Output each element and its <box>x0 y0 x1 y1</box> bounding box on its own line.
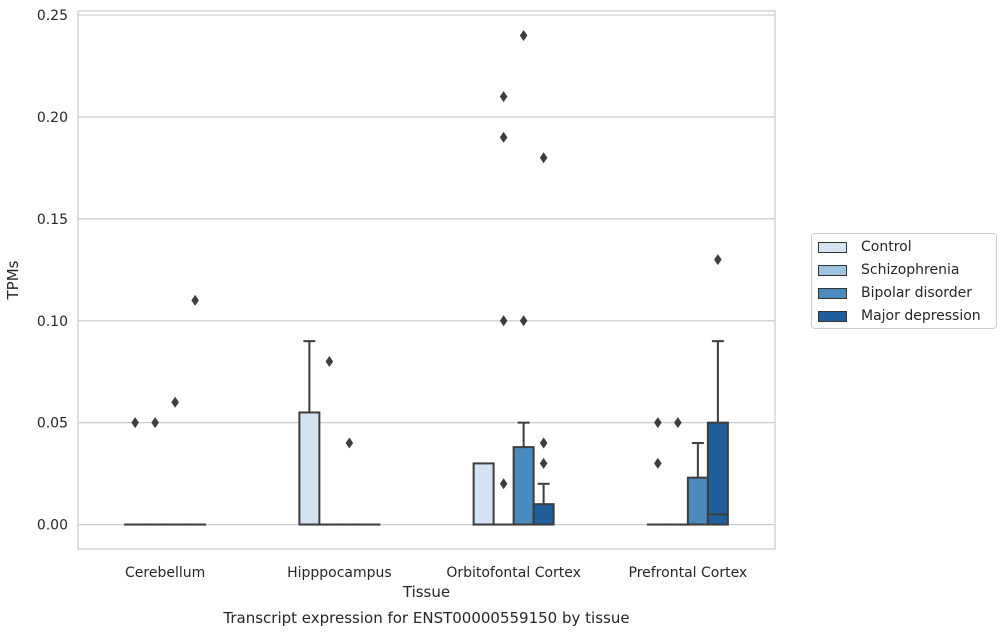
box-schizophrenia <box>492 91 515 526</box>
box-control <box>124 417 147 526</box>
y-tick-label: 0.00 <box>37 518 68 534</box>
y-tick-label: 0.25 <box>37 8 68 24</box>
box-schizophrenia <box>144 417 167 526</box>
legend: Control Schizophrenia Bipolar disorder M… <box>811 233 997 329</box>
outlier-marker <box>519 29 528 41</box>
box-bipolar-disorder <box>512 29 535 526</box>
box-control <box>646 417 669 526</box>
outlier-marker <box>191 294 199 306</box>
legend-item-major-depression: Major depression <box>818 306 981 326</box>
outlier-marker <box>714 254 722 266</box>
outlier-marker <box>539 457 548 469</box>
box-bipolar-disorder <box>686 442 709 526</box>
legend-swatch-schizophrenia <box>818 264 847 276</box>
legend-swatch-major-depression <box>818 310 847 322</box>
box-iqr <box>686 476 709 526</box>
box-schizophrenia <box>318 356 341 526</box>
box-control <box>298 340 321 526</box>
outlier-marker <box>171 396 179 408</box>
box-iqr <box>512 446 535 526</box>
plot-frame <box>77 10 776 550</box>
legend-swatch-control <box>818 241 847 253</box>
box-bipolar-disorder <box>338 437 361 526</box>
x-tick-label: Cerebellum <box>125 565 205 581</box>
box-bipolar-disorder <box>164 396 187 526</box>
legend-swatch-bipolar-disorder <box>818 287 847 299</box>
outlier-marker <box>131 417 139 429</box>
y-tick-label: 0.05 <box>37 416 68 432</box>
y-axis-label: TPMs <box>4 260 22 300</box>
x-tick-labels: Cerebellum Hipppocampus Orbitofontal Corte… <box>125 565 747 581</box>
y-tick-label: 0.15 <box>37 212 68 228</box>
outlier-marker <box>654 417 662 429</box>
y-tick-label: 0.10 <box>37 314 68 330</box>
x-tick-label: Hipppocampus <box>287 565 392 581</box>
outlier-marker <box>674 417 682 429</box>
x-axis-label: Tissue <box>402 583 450 601</box>
legend-item-schizophrenia: Schizophrenia <box>818 260 959 280</box>
legend-label-schizophrenia: Schizophrenia <box>861 262 960 278</box>
box-iqr <box>472 462 495 526</box>
box-iqr <box>706 421 729 526</box>
chart-title: Transcript expression for ENST0000055915… <box>222 609 629 627</box>
legend-label-major-depression: Major depression <box>861 308 981 324</box>
x-tick-label: Prefrontal Cortex <box>629 565 748 581</box>
legend-label-bipolar-disorder: Bipolar disorder <box>861 285 973 301</box>
y-tick-labels: 0.00 0.05 0.10 0.15 0.20 0.25 <box>37 8 68 533</box>
outlier-marker <box>519 315 528 327</box>
legend-item-control: Control <box>818 237 912 257</box>
outlier-marker <box>325 356 334 368</box>
legend-label-control: Control <box>861 239 912 255</box>
outlier-marker <box>151 417 159 429</box>
box-major-depression <box>184 294 207 526</box>
outlier-marker <box>499 91 508 103</box>
outlier-marker <box>499 131 508 143</box>
box-control <box>472 462 495 526</box>
box-iqr <box>532 503 555 526</box>
y-tick-label: 0.20 <box>37 110 68 126</box>
box-schizophrenia <box>666 417 689 526</box>
outlier-marker <box>539 437 548 449</box>
outlier-marker <box>345 437 354 449</box>
box-groups <box>124 29 729 526</box>
outlier-marker <box>499 478 508 490</box>
y-gridlines <box>78 14 775 526</box>
outlier-marker <box>539 152 548 164</box>
box-iqr <box>298 411 321 526</box>
outlier-marker <box>499 315 508 327</box>
legend-item-bipolar-disorder: Bipolar disorder <box>818 283 972 303</box>
box-major-depression <box>532 152 555 526</box>
x-tick-label: Orbitofontal Cortex <box>446 565 581 581</box>
box-major-depression <box>706 254 729 526</box>
outlier-marker <box>654 457 662 469</box>
